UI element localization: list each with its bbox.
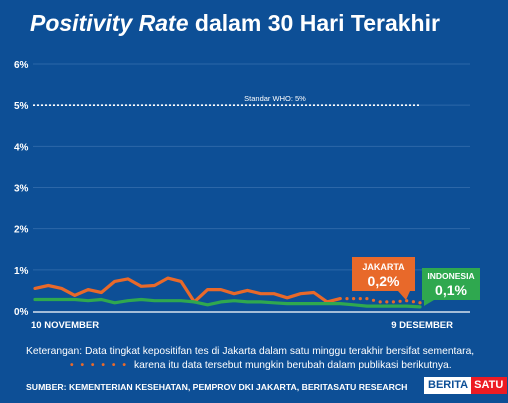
y-tick-label: 5% [14, 101, 29, 112]
jakarta-provisional-point [398, 299, 402, 303]
indonesia-line [33, 297, 422, 309]
jakarta-line [33, 276, 342, 304]
jakarta-callout-label: JAKARTA [362, 262, 405, 272]
indonesia-callout-pointer [424, 300, 434, 306]
y-tick-label: 0% [14, 307, 29, 318]
footnote-line2: karena itu data tersebut mungkin berubah… [133, 360, 452, 371]
provisional-dots-legend: • • • • • • [70, 360, 128, 371]
jakarta-provisional-point [358, 297, 362, 301]
y-tick-label: 3% [14, 184, 29, 195]
indonesia-callout-box [422, 268, 480, 300]
source-text: SUMBER: KEMENTERIAN KESEHATAN, PEMPROV D… [26, 382, 408, 392]
jakarta-provisional-point [418, 301, 422, 305]
jakarta-provisional-point [345, 297, 349, 301]
footnote-line1: Keterangan: Data tingkat kepositifan tes… [26, 346, 475, 357]
jakarta-provisional-point [371, 298, 376, 302]
jakarta-callout-pointer [398, 291, 410, 300]
beritasatu-logo: BERITA SATU [424, 377, 508, 394]
jakarta-provisional-point [352, 297, 356, 301]
x-label-start: 10 NOVEMBER [31, 320, 99, 331]
jakarta-provisional-point [385, 300, 389, 304]
jakarta-provisional-point [378, 300, 382, 304]
jakarta-callout-value: 0,2% [368, 273, 400, 289]
x-label-end: 9 DESEMBER [391, 320, 453, 331]
logo-part1: BERITA [424, 377, 472, 394]
jakarta-callout-box [352, 257, 415, 291]
indonesia-callout-value: 0,1% [435, 282, 467, 298]
y-tick-label: 6% [14, 60, 29, 71]
y-tick-label: 1% [14, 266, 29, 277]
chart-title: Positivity Rate dalam 30 Hari Terakhir [30, 10, 440, 37]
logo-part2: SATU [471, 377, 508, 394]
chart-title-rest: dalam 30 Hari Terakhir [188, 10, 440, 36]
y-tick-label: 2% [14, 225, 29, 236]
indonesia-callout-label: INDONESIA [427, 271, 474, 281]
who-reference-label: Standar WHO: 5% [244, 94, 306, 103]
footnote: Keterangan: Data tingkat kepositifan tes… [26, 345, 496, 373]
jakarta-provisional-point [411, 300, 415, 304]
chart-title-italic: Positivity Rate [30, 10, 189, 36]
y-tick-label: 4% [14, 142, 29, 153]
jakarta-provisional-point [405, 299, 409, 303]
jakarta-provisional-point [391, 300, 395, 304]
jakarta-provisional-point [365, 297, 369, 301]
